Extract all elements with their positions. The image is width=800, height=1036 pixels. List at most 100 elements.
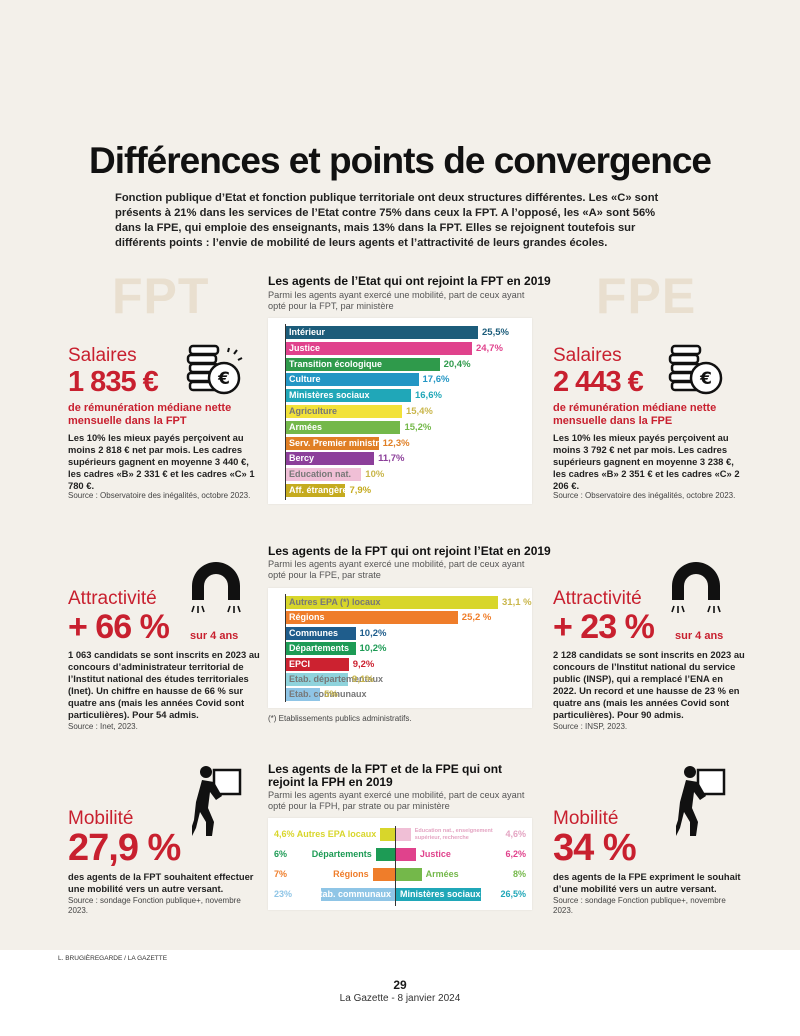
chart1-subtitle: Parmi les agents ayant exercé une mobili… (268, 290, 525, 311)
chart3-title: Les agents de la FPT et de la FPE qui on… (268, 762, 503, 789)
chart1-bar-label-9: Education nat. (289, 469, 352, 480)
chart2-bar-label-2: Communes (289, 627, 339, 638)
chart2-bar-label-3: Départements (289, 643, 350, 654)
right-salaires-label: Salaires (553, 345, 622, 366)
chart2-axis (285, 594, 286, 702)
chart3-left-label-0: Autres EPA locaux (296, 829, 377, 839)
chart2-subtitle: Parmi les agents ayant exercé une mobili… (268, 559, 525, 580)
chart3-right-value-3: 26,5% (500, 889, 526, 899)
chart3-right-value-2: 8% (512, 869, 526, 879)
photo-credit: L. BRUGIÈREGARDE / LA GAZETTE (58, 955, 168, 962)
chart3-right-label-1: Justice (419, 849, 451, 859)
ghost-label-fpe: FPE (596, 268, 697, 324)
chart3-right-bar-0 (396, 828, 411, 841)
left-attractivite-suffix: sur 4 ans (190, 630, 239, 642)
chart3-plot: Autres EPA locaux 4,6% Départements 6% Régio… (268, 818, 532, 910)
chart2-title: Les agents de la FPT qui ont rejoint l’E… (268, 544, 551, 558)
chart1-bar-10: Aff. étrangères (286, 484, 353, 497)
chart1-title: Les agents de l’Etat qui ont rejoint la … (268, 274, 551, 288)
chart3-left-label-3: Etab. communaux (313, 889, 391, 899)
chart2-value-6: 5% (324, 689, 338, 701)
right-mobilite-body: des agents de la FPE expriment le souhai… (553, 871, 741, 894)
chart1-bar-label-4: Ministères sociaux (289, 390, 370, 401)
left-salaires-body: Les 10% les mieux payés perçoivent au mo… (68, 432, 255, 491)
chart3-left-bar-1 (375, 848, 395, 861)
chart1-bar-label-10: Aff. étrangères (289, 485, 353, 495)
chart3-left-label-2: Régions (333, 869, 369, 879)
chart3-left-value-0: 4,6% (274, 829, 295, 839)
chart3-left-value-3: 23% (274, 889, 293, 899)
chart1-bar-label-2: Transition écologique (289, 358, 383, 369)
left-mobilite-label: Mobilité (68, 808, 134, 829)
chart2-value-4: 9,2% (352, 658, 375, 670)
coins-icon: € (186, 344, 243, 395)
left-attractivite-source: Source : Inet, 2023. (68, 722, 138, 731)
magnet-icon (671, 562, 721, 613)
person-carrying-box-icon (676, 766, 726, 836)
chart3-left-bar-2 (372, 868, 395, 881)
chart3-right-value-1: 6,2% (505, 849, 526, 859)
intro-paragraph: Fonction publique d’Etat et fonction pub… (115, 192, 659, 249)
chart1-value-7: 12,3% (382, 437, 410, 449)
chart1-bar-label-7: Serv. Premier ministre (289, 437, 384, 448)
coins-icon: € (668, 344, 723, 395)
chart2-bar-0: Autres EPA (*) locaux (286, 596, 498, 609)
chart2-bar-3: Départements (286, 642, 356, 656)
right-mobilite-label: Mobilité (553, 808, 619, 829)
chart2-bar-label-1: Régions (289, 612, 325, 623)
chart1-value-2: 20,4% (443, 358, 471, 370)
left-salaires-sub: de rémunération médiane nette mensuelle … (68, 402, 232, 427)
chart2-bar-label-6: Etab. communaux (289, 689, 367, 700)
chart1-value-9: 10% (365, 469, 385, 481)
chart2-value-2: 10,2% (359, 627, 387, 639)
chart2-value-5: 9,1% (352, 674, 374, 685)
chart1-value-5: 15,4% (405, 406, 433, 417)
left-attractivite-body: 1 063 candidats se sont inscrits en 2023… (68, 649, 260, 720)
chart1-bar-label-3: Culture (289, 374, 321, 385)
chart2-value-3: 10,2% (359, 643, 387, 655)
chart3-left-bar-0 (380, 828, 395, 841)
chart3-right-label-0: Education nat., enseignement supérieur, … (414, 828, 493, 841)
chart3-left-bar-3 (321, 888, 395, 901)
publication-line: La Gazette - 8 janvier 2024 (339, 993, 461, 1004)
left-attractivite-label: Attractivité (68, 588, 157, 609)
chart1-bar-4: Ministères sociaux (286, 389, 411, 403)
right-salaires-sub: de rémunération médiane nette mensuelle … (553, 402, 717, 427)
right-attractivite-body: 2 128 candidats se sont inscrits en 2023… (553, 649, 745, 720)
page-number: 29 (393, 978, 407, 992)
chart2-bar-1: Régions (286, 611, 458, 625)
chart2-plot: Autres EPA (*) locaux 31,1 % Régions 25,2 %… (268, 588, 532, 708)
chart1-value-4: 16,6% (414, 390, 442, 402)
chart1-plot: Intérieur 25,5% Justice 24,7% Transition éco… (268, 318, 532, 504)
chart1-value-0: 25,5% (482, 327, 509, 338)
chart1-bar-7: Serv. Premier ministre (286, 436, 384, 450)
chart1-value-3: 17,6% (422, 374, 450, 386)
left-mobilite-source: Source : sondage Fonction publique+, nov… (68, 896, 241, 915)
chart2-bar-4: EPCI (286, 657, 349, 671)
chart1-value-8: 11,7% (378, 453, 405, 465)
chart2-bar-6: Etab. communaux (286, 688, 367, 702)
left-salaires-source: Source : Observatoire des inégalités, oc… (68, 491, 251, 500)
chart1-bar-label-5: Agriculture (289, 406, 338, 416)
chart3-left-label-1: Départements (311, 849, 372, 859)
left-salaires-label: Salaires (68, 345, 137, 366)
chart1-bar-0: Intérieur (286, 326, 478, 339)
chart2-value-0: 31,1 % (502, 597, 532, 608)
chart2-bar-label-0: Autres EPA (*) locaux (289, 597, 381, 607)
chart3-right-label-3: Ministères sociaux (400, 889, 481, 899)
page-title: Différences et points de convergence (89, 140, 712, 181)
chart3-right-value-0: 4,6% (505, 829, 526, 839)
chart3-right-label-2: Armées (425, 869, 459, 879)
svg-text:€: € (699, 369, 712, 389)
chart2-bar-label-5: Etab. départementaux (289, 674, 384, 684)
chart1-bar-label-6: Armées (289, 421, 323, 432)
right-attractivite-value: + 23 % (553, 608, 655, 646)
chart3-left-value-2: 7% (274, 869, 288, 879)
ghost-label-fpt: FPT (112, 268, 210, 324)
chart1-bar-3: Culture (286, 373, 419, 387)
chart1-bar-8: Bercy (286, 452, 375, 466)
chart2-value-1: 25,2 % (461, 612, 492, 624)
right-mobilite-value: 34 % (553, 827, 637, 869)
right-attractivite-source: Source : INSP, 2023. (553, 722, 628, 731)
chart1-bar-label-8: Bercy (289, 453, 315, 464)
